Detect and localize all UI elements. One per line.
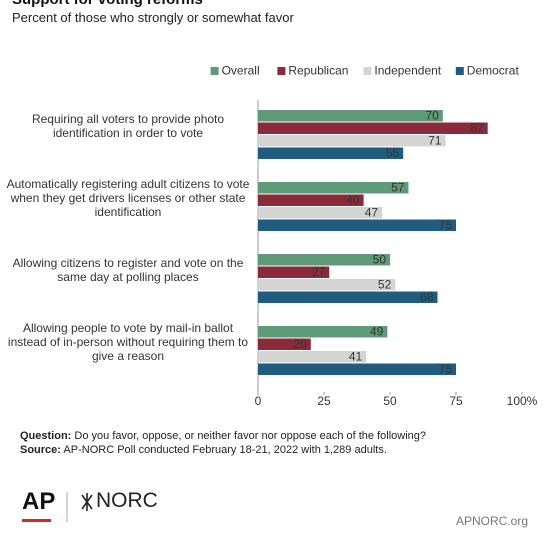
legend-label: Republican [288, 64, 348, 78]
category-label: Allowing people to vote by mail-in ballo… [7, 321, 249, 363]
value-label: 52 [378, 277, 392, 291]
question-note: Question: Do you favor, oppose, or neith… [20, 430, 426, 442]
bar [258, 219, 456, 231]
bar [258, 338, 311, 350]
bar [258, 110, 443, 122]
x-tick-label: 75 [449, 394, 463, 408]
category-label: Requiring all voters to provide photo id… [31, 112, 225, 140]
value-label: 50 [373, 252, 387, 266]
bar [258, 122, 488, 134]
value-label: 71 [428, 133, 442, 147]
legend-label: Independent [374, 64, 441, 78]
source-note: Source: AP-NORC Poll conducted February … [20, 444, 387, 456]
x-tick-label: 25 [317, 394, 331, 408]
category-label: Allowing citizens to register and vote o… [12, 256, 244, 284]
bar [258, 194, 364, 206]
site-link: APNORC.org [455, 514, 528, 528]
value-label: 57 [391, 180, 405, 194]
legend-swatch [455, 67, 464, 75]
source-label: Source: [20, 444, 61, 456]
bar [258, 351, 367, 363]
legend-swatch [210, 67, 219, 75]
value-label: 27 [312, 265, 326, 279]
chart-subtitle: Percent of those who strongly or somewha… [12, 10, 294, 25]
x-tick-label: 50 [383, 394, 397, 408]
x-tick-label: 0 [255, 394, 262, 408]
legend-label: Democrat [467, 64, 520, 78]
source-text: AP-NORC Poll conducted February 18-21, 2… [63, 444, 387, 456]
value-label: 68 [420, 290, 434, 304]
category-label: Automatically registering adult citizens… [6, 177, 250, 219]
ap-logo: AP [22, 488, 56, 515]
value-label: 70 [425, 108, 439, 122]
norc-icon [81, 493, 93, 511]
bar [258, 254, 390, 266]
value-label: 41 [349, 349, 363, 363]
legend-label: Overall [222, 64, 260, 78]
chart-title: Support for voting reforms [12, 0, 203, 8]
value-label: 20 [293, 337, 307, 351]
bar [258, 326, 388, 338]
bar [258, 207, 383, 219]
bar [258, 135, 446, 147]
value-label: 75 [439, 218, 453, 232]
bar [258, 182, 409, 194]
x-tick-label: 100% [507, 394, 538, 408]
bar [258, 363, 456, 375]
question-label: Question: [20, 430, 72, 442]
legend-swatch [363, 67, 372, 75]
value-label: 87 [470, 121, 484, 135]
value-label: 49 [370, 324, 384, 338]
value-label: 40 [346, 193, 360, 207]
question-text: Do you favor, oppose, or neither favor n… [74, 430, 427, 442]
ap-underline [22, 519, 51, 522]
legend-swatch [277, 67, 286, 75]
norc-logo: NORC [96, 489, 158, 512]
bar [258, 279, 396, 291]
value-label: 47 [365, 205, 379, 219]
bar [258, 291, 438, 303]
bar [258, 147, 404, 159]
value-label: 75 [439, 362, 453, 376]
value-label: 55 [386, 146, 400, 160]
bar [258, 266, 330, 278]
